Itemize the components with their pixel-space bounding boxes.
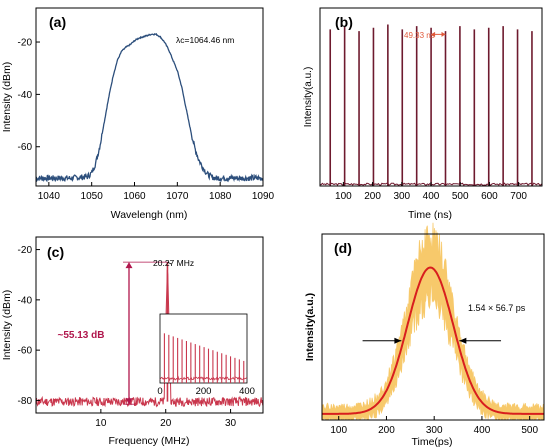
panel-c-xlabel: Frequency (MHz) <box>108 435 189 447</box>
spectrum-line <box>35 32 264 183</box>
panel-c-ytick-label: -20 <box>18 245 33 256</box>
panel-c-xtick-label: 10 <box>95 418 107 429</box>
peak-label-leader <box>167 261 172 265</box>
panel-d-label: (d) <box>334 240 352 256</box>
panel-b-annotation: 49.33 ns <box>404 31 435 40</box>
period-arrowheads <box>431 31 446 37</box>
panel-a-label: (a) <box>49 14 66 30</box>
panel-b-frame <box>319 7 543 187</box>
panel-a-ytick-label: -40 <box>18 90 33 101</box>
panel-a-xtick-label: 1070 <box>166 191 189 202</box>
panel-d-xtick-label: 500 <box>521 425 538 436</box>
inset-xtick-label: 0 <box>157 386 162 397</box>
panel-c-ytick-label: -80 <box>18 396 33 407</box>
inset-xtick-label: 200 <box>196 386 212 397</box>
panel-c-xtick-label: 20 <box>160 418 172 429</box>
panel-c-ytick-label: -40 <box>18 295 33 306</box>
panel-a-xtick-label: 1060 <box>123 191 146 202</box>
panel-b-ylabel: Intensity(a.u.) <box>303 67 314 128</box>
panel-d-frame <box>321 233 545 421</box>
panel-a-annotation: λc=1064.46 nm <box>176 35 234 45</box>
panel-a-plot: 1040 1050 1060 1070 1080 1090 -60 -40 -20 <box>18 32 275 202</box>
panel-a-ytick-label: -60 <box>18 142 33 153</box>
panel-c-peak-label: 20.27 MHz <box>153 258 194 268</box>
autocorrelation-data <box>321 222 545 421</box>
panel-b-xtick-label: 200 <box>364 191 381 202</box>
panel-a-xlabel: Wavelengh (nm) <box>111 209 188 221</box>
panel-c-frame <box>35 236 264 414</box>
gaussian-fit-line <box>322 266 544 415</box>
panel-c-xtick-label: 30 <box>225 418 237 429</box>
panel-c-label: (c) <box>47 244 64 260</box>
panel-d-xtick-label: 200 <box>378 425 395 436</box>
panel-b: 100 200 300 400 500 600 700 (b) 49.33 ns Time … <box>303 7 543 221</box>
panel-d: 100 200 300 400 500 (d) 1.54 × 56.7 ps Time(… <box>304 222 545 448</box>
panel-d-ylabel: Intensity(a.u.) <box>304 293 316 361</box>
panel-d-xtick-label: 300 <box>426 425 443 436</box>
panel-b-label: (b) <box>335 14 353 30</box>
panel-d-annotation: 1.54 × 56.7 ps <box>468 303 526 313</box>
panel-a: 1040 1050 1060 1070 1080 1090 -60 -40 -20 (a) λc… <box>1 7 275 221</box>
panel-d-plot: 100 200 300 400 500 <box>321 222 545 436</box>
inset-xtick-label: 400 <box>239 386 255 397</box>
panel-c-ytick-label: -60 <box>18 346 33 357</box>
panel-b-xtick-label: 400 <box>423 191 440 202</box>
inset-noise <box>159 375 248 382</box>
panel-a-frame <box>35 7 264 187</box>
panel-d-xtick-label: 400 <box>474 425 491 436</box>
rf-spectrum-line <box>35 269 264 408</box>
panel-c-ylabel: Intensity (dBm) <box>1 290 13 361</box>
inset-frame <box>159 313 248 384</box>
panel-c-plot: 0 200 400 10 20 30 -80 -60 -40 -20 <box>18 245 264 429</box>
panel-b-xtick-label: 600 <box>481 191 498 202</box>
panel-b-xlabel: Time (ns) <box>408 209 452 221</box>
panel-d-xtick-label: 100 <box>330 425 347 436</box>
panel-a-xtick-label: 1090 <box>252 191 275 202</box>
panel-d-xlabel: Time(ps) <box>411 436 452 448</box>
panel-c-snr-label: ~55.13 dB <box>58 330 105 341</box>
panel-a-xtick-label: 1040 <box>38 191 61 202</box>
panel-b-xtick-label: 300 <box>393 191 410 202</box>
panel-b-xtick-label: 100 <box>335 191 352 202</box>
panel-a-ytick-label: -20 <box>18 38 33 49</box>
panel-a-ylabel: Intensity (dBm) <box>1 62 13 133</box>
panel-a-xtick-label: 1080 <box>209 191 232 202</box>
panel-b-xtick-label: 500 <box>452 191 469 202</box>
panel-b-xtick-label: 700 <box>510 191 527 202</box>
panel-a-xtick-label: 1050 <box>81 191 104 202</box>
panel-b-plot: 100 200 300 400 500 600 700 <box>319 24 543 202</box>
